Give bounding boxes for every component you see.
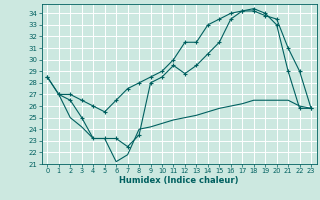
X-axis label: Humidex (Indice chaleur): Humidex (Indice chaleur) xyxy=(119,176,239,185)
